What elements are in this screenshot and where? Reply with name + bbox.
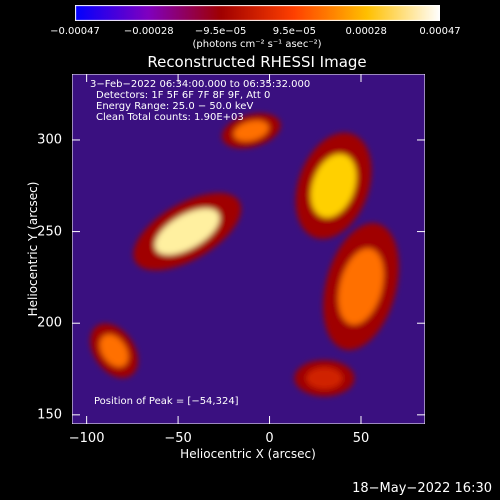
- heatmap-source-core: [310, 153, 357, 218]
- heatmap-source-core: [99, 334, 129, 367]
- colorbar-label: (photons cm⁻² s⁻¹ asec⁻²): [192, 39, 322, 50]
- colorbar-tick-label: −9.5e−05: [194, 26, 247, 37]
- chart-title: Reconstructed RHESSI Image: [147, 53, 367, 71]
- heatmap-source-core: [306, 367, 343, 389]
- y-axis-label: Heliocentric Y (arcsec): [26, 181, 40, 317]
- annotation-clean: Clean Total counts: 1.90E+03: [96, 112, 244, 123]
- y-tick-label: 150: [37, 407, 62, 423]
- colorbar-tick-label: 0.00047: [419, 26, 461, 37]
- y-tick-label: 200: [37, 315, 62, 331]
- heatmap-source-core: [154, 208, 220, 255]
- annotation-peak: Position of Peak = [−54,324]: [94, 396, 239, 407]
- x-tick-label: 50: [352, 431, 370, 446]
- annotation-detectors: Detectors: 1F 5F 6F 7F 8F 9F, Att 0: [96, 90, 270, 101]
- heatmap-plot: 3−Feb−2022 06:34:00.000 to 06:35:32.000D…: [72, 74, 425, 424]
- annotation-group: 3−Feb−2022 06:34:00.000 to 06:35:32.000D…: [90, 79, 310, 407]
- colorbar-tick-label: −0.00028: [123, 26, 174, 37]
- annotation-time-range: 3−Feb−2022 06:34:00.000 to 06:35:32.000: [90, 79, 310, 90]
- y-tick-label: 300: [37, 132, 62, 148]
- colorbar-tick-label: −0.00047: [50, 26, 100, 37]
- x-tick-label: −100: [68, 431, 105, 446]
- x-tick-label: 0: [265, 431, 274, 446]
- y-tick-label: 250: [37, 224, 62, 240]
- colorbar-tick-label: 9.5e−05: [272, 26, 316, 37]
- plot-timestamp: 18−May−2022 16:30: [352, 481, 492, 496]
- x-axis-label: Heliocentric X (arcsec): [180, 447, 316, 461]
- colorbar: [75, 5, 440, 21]
- colorbar-tick-label: 0.00028: [345, 26, 387, 37]
- heatmap-source-core: [338, 248, 384, 325]
- annotation-energy: Energy Range: 25.0 − 50.0 keV: [96, 101, 253, 112]
- heatmap-source-core: [233, 120, 269, 142]
- x-tick-label: −50: [164, 431, 192, 446]
